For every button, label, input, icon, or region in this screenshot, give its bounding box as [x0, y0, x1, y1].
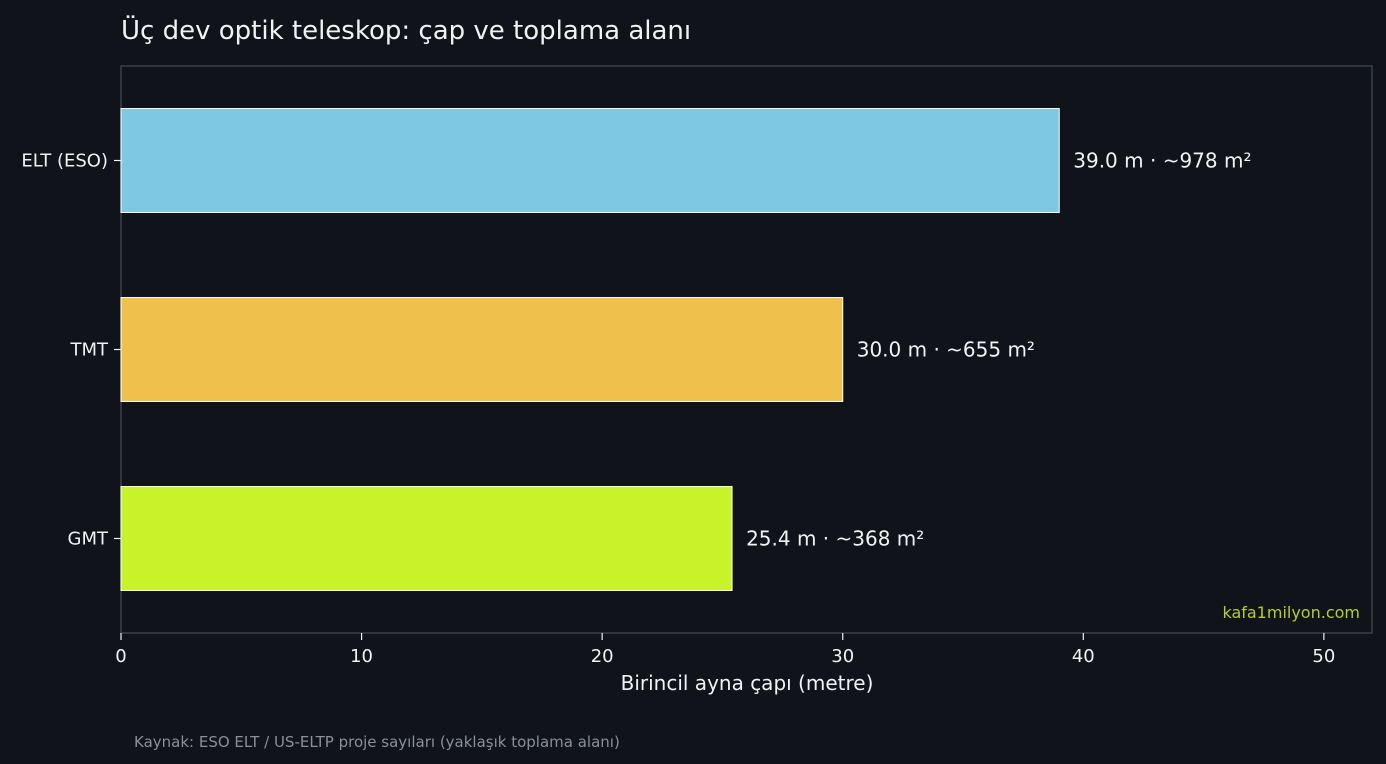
- y-tick-label-0: ELT (ESO): [21, 151, 108, 172]
- source-note: Kaynak: ESO ELT / US-ELTP proje sayıları…: [134, 733, 620, 751]
- y-tick-label-1: TMT: [69, 340, 109, 361]
- bar-1: [120, 297, 844, 402]
- x-axis-label: Birincil ayna çapı (metre): [621, 671, 874, 695]
- bars-layer: 39.0 m · ~978 m² 30.0 m · ~655 m² 25.4 m ·…: [120, 108, 1251, 591]
- x-tick-label-1: 10: [350, 646, 373, 667]
- bar-data-label-1: 30.0 m · ~655 m²: [857, 338, 1035, 362]
- bar-2: [120, 486, 733, 591]
- x-tick-label-3: 30: [831, 646, 854, 667]
- x-tick-label-2: 20: [591, 646, 614, 667]
- x-axis: 0 10 20 30 40 50: [115, 633, 1335, 667]
- chart-title: Üç dev optik teleskop: çap ve toplama al…: [121, 14, 691, 46]
- watermark: kafa1milyon.com: [1222, 603, 1360, 622]
- x-tick-label-5: 50: [1312, 646, 1335, 667]
- bar-data-label-2: 25.4 m · ~368 m²: [746, 527, 924, 551]
- x-tick-label-0: 0: [115, 646, 126, 667]
- x-tick-label-4: 40: [1072, 646, 1095, 667]
- y-tick-label-2: GMT: [68, 529, 109, 550]
- bar-0: [120, 108, 1060, 213]
- y-axis: ELT (ESO) TMT GMT: [21, 151, 121, 550]
- bar-data-label-0: 39.0 m · ~978 m²: [1073, 149, 1251, 173]
